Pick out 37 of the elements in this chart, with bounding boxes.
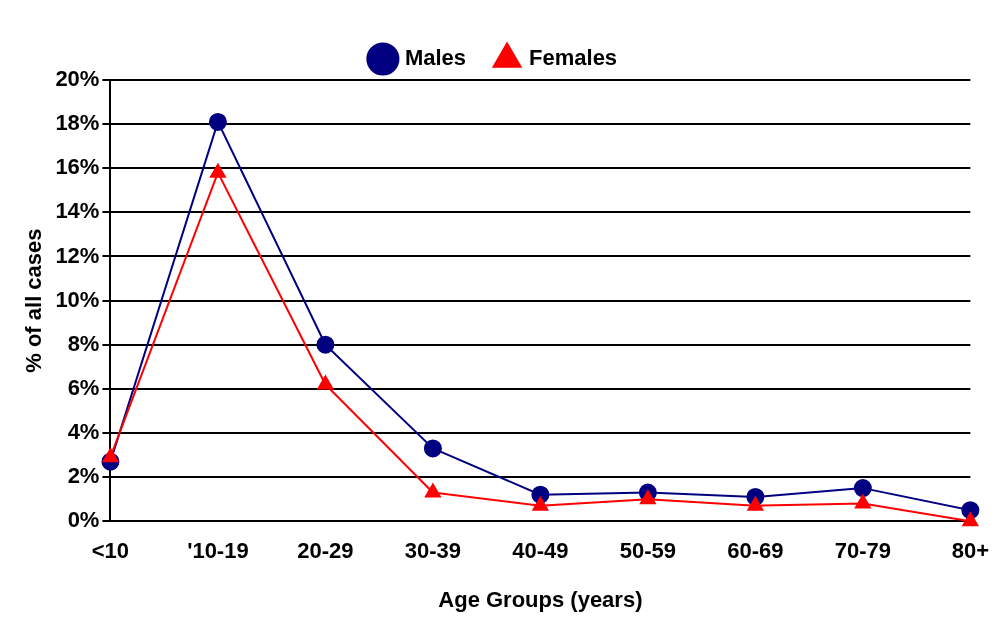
y-tick-label: 8% — [67, 330, 100, 356]
y-tick-label: 20% — [55, 66, 100, 92]
y-axis-title: % of all cases — [21, 228, 47, 373]
y-tick-label: 2% — [67, 463, 100, 489]
y-tick-label: 4% — [67, 419, 100, 445]
point — [102, 448, 119, 463]
point — [209, 163, 226, 178]
x-tick-label: 80+ — [951, 538, 989, 564]
x-tick-label: '10-19 — [187, 538, 249, 564]
x-tick-label: 50-59 — [619, 538, 677, 564]
x-tick-label: <10 — [91, 538, 130, 564]
point — [423, 439, 442, 458]
point — [747, 496, 764, 511]
point — [208, 112, 227, 131]
y-tick-label: 14% — [55, 198, 100, 224]
point — [316, 335, 335, 354]
y-tick-label: 10% — [55, 286, 100, 312]
point — [532, 496, 549, 511]
y-tick-label: 18% — [55, 110, 100, 136]
y-tick-label: 16% — [55, 154, 100, 180]
point — [639, 490, 656, 505]
point — [853, 479, 872, 498]
y-tick-label: 0% — [67, 507, 100, 533]
point — [854, 494, 871, 509]
x-axis-title: Age Groups (years) — [438, 586, 643, 612]
x-tick-label: 30-39 — [404, 538, 462, 564]
x-tick-label: 60-69 — [727, 538, 784, 564]
x-tick-label: 40-49 — [512, 538, 569, 564]
x-tick-label: 70-79 — [834, 538, 891, 564]
point — [424, 483, 441, 498]
legend-label: Females — [529, 45, 618, 71]
point — [962, 512, 979, 527]
point — [317, 375, 334, 390]
y-tick-label: 12% — [55, 242, 100, 268]
legend-label: Males — [404, 45, 467, 71]
x-tick-label: 20-29 — [297, 538, 354, 564]
y-tick-label: 6% — [67, 374, 100, 400]
